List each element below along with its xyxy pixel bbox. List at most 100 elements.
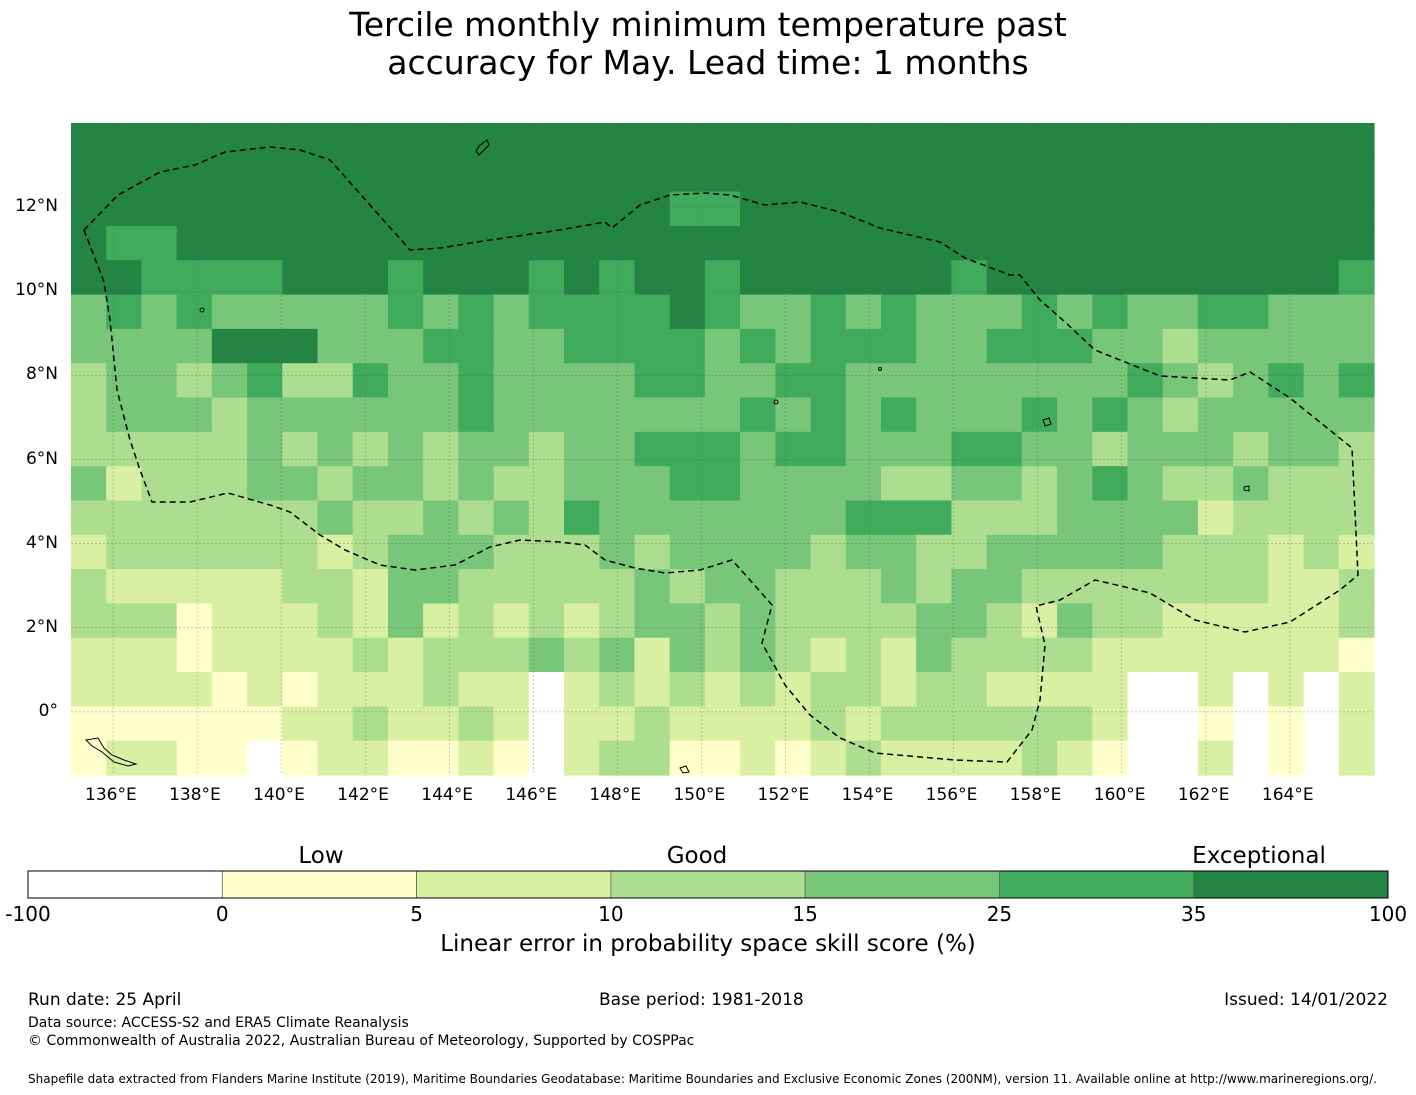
grid-cell (1162, 363, 1199, 399)
grid-cell (71, 157, 107, 193)
grid-cell (810, 328, 847, 364)
latitude-label: 12°N (15, 196, 58, 217)
grid-cell (282, 397, 319, 433)
grid-cell (986, 431, 1023, 467)
grid-cell (1057, 191, 1093, 227)
colorbar-swatch (999, 870, 1195, 899)
grid-cell (951, 637, 988, 673)
grid-cell (141, 740, 178, 776)
grid-cell (141, 431, 178, 467)
grid-cell (247, 569, 283, 605)
grid-cell (1162, 740, 1199, 776)
grid-cell (1268, 672, 1305, 707)
grid-cell (599, 569, 636, 605)
grid-cell (423, 637, 459, 673)
grid-cell (317, 328, 354, 364)
grid-cell (599, 123, 636, 158)
grid-cell (387, 191, 424, 227)
grid-cell (423, 225, 459, 261)
grid-cell (986, 123, 1023, 158)
grid-cell (775, 500, 812, 536)
grid-cell (1303, 569, 1340, 605)
grid-cell (1162, 294, 1199, 330)
grid-cell (176, 294, 213, 330)
grid-cell (845, 123, 882, 158)
grid-cell (951, 431, 988, 467)
island-far-east (1243, 485, 1250, 492)
grid-cell (986, 363, 1023, 399)
grid-cell (106, 672, 143, 707)
grid-cell (71, 603, 107, 639)
grid-cell (1092, 706, 1129, 742)
grid-cell (282, 123, 319, 158)
grid-cell (634, 225, 671, 261)
copyright: © Commonwealth of Australia 2022, Austra… (28, 1033, 695, 1049)
grid-cell (247, 123, 283, 158)
grid-cell (740, 500, 776, 536)
grid-cell (1233, 225, 1269, 261)
grid-cell (423, 534, 459, 570)
grid-cell (599, 328, 636, 364)
grid-cell (564, 225, 600, 261)
grid-cell (1233, 672, 1269, 707)
grid-cell (1162, 534, 1199, 570)
grid-cell (282, 328, 319, 364)
grid-cell (352, 569, 389, 605)
grid-cell (599, 672, 636, 707)
grid-cell (1197, 294, 1234, 330)
grid-cell (387, 363, 424, 399)
grid-cell (740, 706, 776, 742)
grid-cell (458, 328, 495, 364)
grid-cell (211, 534, 248, 570)
grid-cell (1303, 225, 1340, 261)
grid-cell (317, 534, 354, 570)
grid-cell (1233, 603, 1269, 639)
grid-cell (669, 260, 706, 296)
grid-cell (880, 569, 917, 605)
grid-cell (951, 260, 988, 296)
grid-cell (1162, 637, 1199, 673)
grid-cell (211, 260, 248, 296)
grid-cell (1197, 637, 1234, 673)
grid-cell (176, 603, 213, 639)
grid-cell (423, 397, 459, 433)
grid-cell (1162, 123, 1199, 158)
grid-cell (282, 672, 319, 707)
grid-cell (352, 363, 389, 399)
grid-cell (1338, 157, 1375, 193)
grid-cell (880, 534, 917, 570)
grid-cell (106, 294, 143, 330)
grid-cell (1303, 157, 1340, 193)
longitude-label: 152°E (757, 785, 810, 805)
grid-cell (740, 294, 776, 330)
grid-cell (1197, 191, 1234, 227)
grid-cell (176, 500, 213, 536)
grid-cell (528, 466, 565, 502)
grid-cell (211, 672, 248, 707)
grid-cell (1127, 672, 1164, 707)
grid-cell (1057, 123, 1093, 158)
grid-cell (387, 500, 424, 536)
grid-cell (986, 706, 1023, 742)
grid-cell (493, 740, 530, 776)
grid-cell (528, 534, 565, 570)
grid-cell (1057, 157, 1093, 193)
grid-cell (1092, 294, 1129, 330)
grid-cell (141, 672, 178, 707)
grid-cell (1233, 500, 1269, 536)
grid-cell (704, 328, 741, 364)
grid-cell (176, 260, 213, 296)
grid-cell (1092, 466, 1129, 502)
grid-cell (528, 500, 565, 536)
grid-cell (423, 191, 459, 227)
grid-cell (1092, 603, 1129, 639)
grid-cell (1057, 431, 1093, 467)
grid-cell (423, 706, 459, 742)
grid-cell (71, 328, 107, 364)
colorbar-swatch (221, 870, 417, 899)
grid-cell (247, 740, 283, 776)
grid-cell (775, 328, 812, 364)
island-east (1042, 417, 1052, 427)
grid-cell (71, 294, 107, 330)
grid-cell (458, 740, 495, 776)
